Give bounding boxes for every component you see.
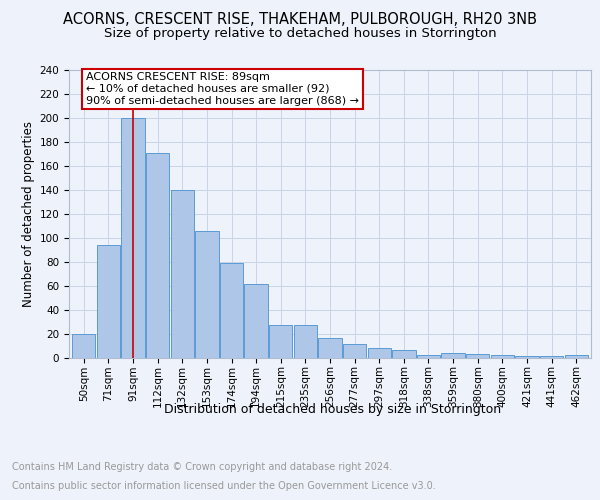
Bar bbox=[392, 350, 416, 358]
Bar bbox=[368, 348, 391, 358]
Bar bbox=[170, 190, 194, 358]
Bar bbox=[220, 263, 243, 358]
Bar bbox=[97, 245, 120, 358]
Bar bbox=[466, 354, 490, 358]
Bar bbox=[146, 152, 169, 358]
Bar bbox=[269, 325, 292, 358]
Y-axis label: Number of detached properties: Number of detached properties bbox=[22, 120, 35, 306]
Text: ACORNS, CRESCENT RISE, THAKEHAM, PULBOROUGH, RH20 3NB: ACORNS, CRESCENT RISE, THAKEHAM, PULBORO… bbox=[63, 12, 537, 28]
Bar bbox=[515, 356, 539, 358]
Bar bbox=[293, 325, 317, 358]
Text: Contains HM Land Registry data © Crown copyright and database right 2024.: Contains HM Land Registry data © Crown c… bbox=[12, 462, 392, 472]
Text: ACORNS CRESCENT RISE: 89sqm
← 10% of detached houses are smaller (92)
90% of sem: ACORNS CRESCENT RISE: 89sqm ← 10% of det… bbox=[86, 72, 359, 106]
Bar bbox=[195, 230, 218, 358]
Bar bbox=[72, 334, 95, 357]
Text: Distribution of detached houses by size in Storrington: Distribution of detached houses by size … bbox=[164, 402, 502, 415]
Bar bbox=[244, 284, 268, 358]
Bar bbox=[565, 355, 588, 358]
Text: Size of property relative to detached houses in Storrington: Size of property relative to detached ho… bbox=[104, 28, 496, 40]
Text: Contains public sector information licensed under the Open Government Licence v3: Contains public sector information licen… bbox=[12, 481, 436, 491]
Bar bbox=[121, 118, 145, 358]
Bar bbox=[491, 355, 514, 358]
Bar bbox=[343, 344, 367, 358]
Bar bbox=[417, 355, 440, 358]
Bar bbox=[442, 352, 465, 358]
Bar bbox=[540, 356, 563, 358]
Bar bbox=[319, 338, 341, 357]
